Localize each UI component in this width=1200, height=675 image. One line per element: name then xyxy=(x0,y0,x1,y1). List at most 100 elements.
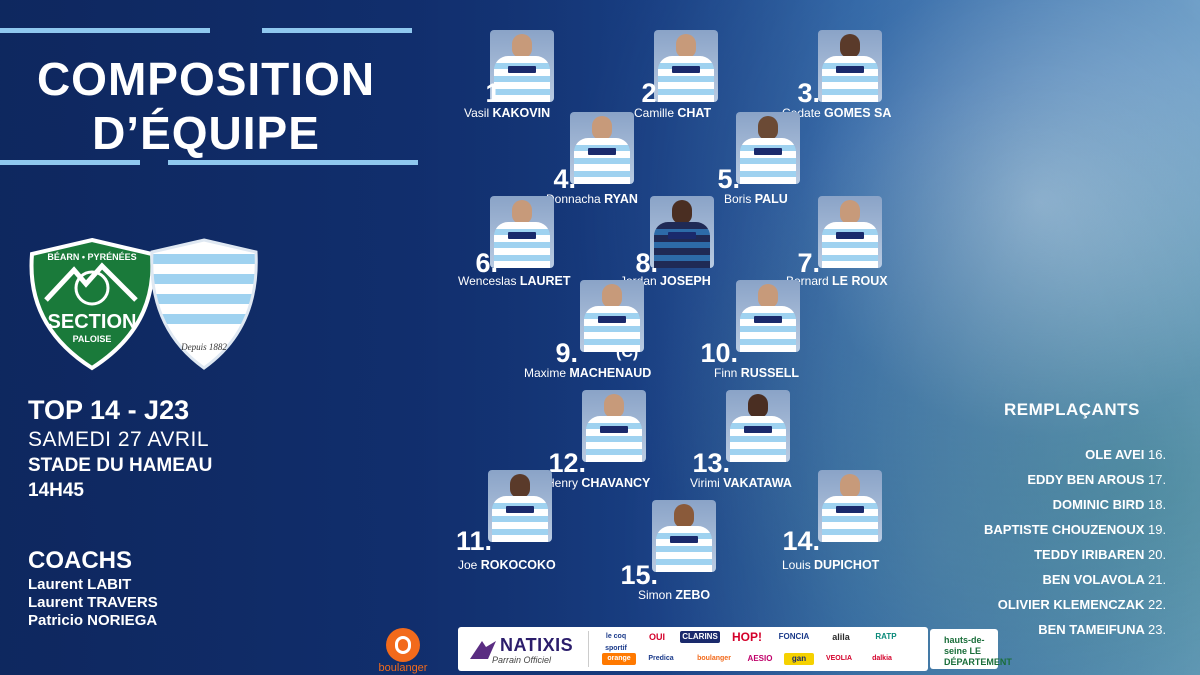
page-title: COMPOSITION D’ÉQUIPE xyxy=(16,52,396,160)
coach-name: Laurent TRAVERS xyxy=(28,594,158,611)
racing-92-logo: Depuis 1882 xyxy=(150,238,258,370)
hauts-de-seine-logo: hauts-de-seine LE DÉPARTEMENT xyxy=(930,629,1012,669)
player-photo xyxy=(490,30,554,102)
sponsor-badge: AESIO xyxy=(747,654,773,663)
player-card[interactable]: 8. Jordan JOSEPH xyxy=(620,196,760,288)
player-number: 1. xyxy=(485,78,508,108)
player-card[interactable]: 6. Wenceslas LAURET xyxy=(458,196,600,288)
player-name: Finn RUSSELL xyxy=(714,366,800,380)
sponsor-badge: orange xyxy=(602,653,636,665)
deco-line-bottom-right xyxy=(168,160,418,165)
player-card[interactable]: 5. Boris PALU xyxy=(706,112,846,206)
sponsor-badge: dalkia xyxy=(872,655,892,662)
match-time: 14H45 xyxy=(28,480,84,501)
player-photo xyxy=(652,500,716,572)
list-item: TEDDY IRIBAREN 20. xyxy=(1034,547,1167,562)
pau-logo-sub: PALOISE xyxy=(73,334,112,344)
player-number: 14. xyxy=(782,526,820,556)
player-number: 9. xyxy=(555,338,578,368)
player-number: 13. xyxy=(692,448,730,478)
player-photo xyxy=(654,30,718,102)
list-item: EDDY BEN AROUS 17. xyxy=(1027,472,1167,487)
player-photo xyxy=(736,280,800,352)
player-card[interactable]: 14. Louis DUPICHOT xyxy=(782,470,930,572)
player-card[interactable]: 3. Cedate GOMES SA xyxy=(782,30,928,120)
sponsor-badge: OUI xyxy=(648,632,665,642)
coachs-heading: COACHS xyxy=(28,547,133,574)
coach-name: Patricio NORIEGA xyxy=(28,612,158,629)
sponsor-badge: FONCIA xyxy=(778,632,810,641)
player-photo xyxy=(582,390,646,462)
player-card[interactable]: 12. Henry CHAVANCY xyxy=(546,390,692,490)
sponsor-badge: VEOLIA xyxy=(825,655,853,662)
player-number: 8. xyxy=(635,248,658,278)
remplacants-list: OLE AVEI 16. EDDY BEN AROUS 17. DOMINIC … xyxy=(984,442,1168,642)
player-number: 3. xyxy=(797,78,820,108)
match-date: SAMEDI 27 AVRIL xyxy=(28,428,210,451)
boulanger-logo: boulanger xyxy=(368,628,438,674)
player-card[interactable]: 9. (C) Maxime MACHENAUD xyxy=(524,280,710,380)
pau-logo-main: SECTION xyxy=(48,311,137,333)
player-photo xyxy=(818,30,882,102)
player-number: 5. xyxy=(717,164,740,194)
player-name: Simon ZEBO xyxy=(638,588,711,602)
player-card[interactable]: 10. Finn RUSSELL xyxy=(700,280,846,380)
sponsor-badge: gan xyxy=(784,653,814,665)
player-name: Wenceslas LAURET xyxy=(458,274,571,288)
player-card[interactable]: 4. Donnacha RYAN xyxy=(540,112,680,206)
player-number: 15. xyxy=(620,560,658,590)
deco-line-top xyxy=(0,28,210,33)
deco-line-top-right xyxy=(262,28,412,33)
player-photo xyxy=(490,196,554,268)
player-number: 12. xyxy=(548,448,586,478)
player-photo xyxy=(818,196,882,268)
match-venue: STADE DU HAMEAU xyxy=(28,455,213,476)
player-photo xyxy=(726,390,790,462)
sponsor-badge: CLARINS xyxy=(680,631,720,643)
player-name: Vasil KAKOVIN xyxy=(464,106,551,120)
coach-name: Laurent LABIT xyxy=(28,576,132,593)
natixis-logo: NATIXIS Parrain Officiel xyxy=(466,631,584,667)
sponsor-badge: alila xyxy=(832,632,850,642)
title-line-2: D’ÉQUIPE xyxy=(92,107,320,159)
sponsor-badge: Predica xyxy=(648,655,674,662)
player-card[interactable]: 13. Virimi VAKATAWA xyxy=(690,390,836,490)
coachs-section: COACHS Laurent LABIT Laurent TRAVERS Pat… xyxy=(28,546,158,630)
player-name: Louis DUPICHOT xyxy=(782,558,880,572)
sponsor-badge: le coq sportif xyxy=(605,633,627,652)
player-photo xyxy=(736,112,800,184)
player-photo xyxy=(570,112,634,184)
player-number: 6. xyxy=(475,248,498,278)
player-card[interactable]: 2. Camille CHAT xyxy=(624,30,764,120)
remplacants-heading: REMPLAÇANTS xyxy=(1004,400,1140,419)
player-card[interactable]: 11. Joe ROKOCOKO xyxy=(456,470,598,572)
competition: TOP 14 - J23 xyxy=(28,395,190,425)
sponsor-badge: HOP! xyxy=(732,630,762,644)
player-number: 4. xyxy=(553,164,576,194)
sponsors-bar: NATIXIS Parrain Officiel le coq sportif … xyxy=(458,627,928,671)
player-name: Donnacha RYAN xyxy=(546,192,638,206)
list-item: BAPTISTE CHOUZENOUX 19. xyxy=(984,522,1167,537)
title-line-1: COMPOSITION xyxy=(36,53,376,105)
section-paloise-logo: BÉARN • PYRÉNÉES SECTION PALOISE xyxy=(29,237,155,371)
player-name: Joe ROKOCOKO xyxy=(458,558,556,572)
sponsor-badge: RATP xyxy=(875,632,897,641)
player-photo xyxy=(580,280,644,352)
player-number: 7. xyxy=(797,248,820,278)
list-item: DOMINIC BIRD 18. xyxy=(1052,497,1167,512)
player-card[interactable]: 7. Bernard LE ROUX xyxy=(786,196,930,288)
player-card[interactable]: 15. Simon ZEBO xyxy=(620,500,760,602)
player-name: Camille CHAT xyxy=(634,106,712,120)
player-number: 10. xyxy=(700,338,738,368)
list-item: OLE AVEI 16. xyxy=(1085,447,1167,462)
sponsor-badge: boulanger xyxy=(697,655,731,662)
list-item: OLIVIER KLEMENCZAK 22. xyxy=(997,597,1167,612)
player-photo xyxy=(650,196,714,268)
list-item: BEN TAMEIFUNA 23. xyxy=(1038,622,1167,637)
player-number: 11. xyxy=(455,526,492,556)
sponsor-divider xyxy=(588,631,589,667)
player-name: Maxime MACHENAUD xyxy=(524,366,652,380)
pau-logo-top: BÉARN • PYRÉNÉES xyxy=(47,252,136,262)
player-card[interactable]: 1. Vasil KAKOVIN xyxy=(460,30,600,120)
list-item: BEN VOLAVOLA 21. xyxy=(1042,572,1167,587)
